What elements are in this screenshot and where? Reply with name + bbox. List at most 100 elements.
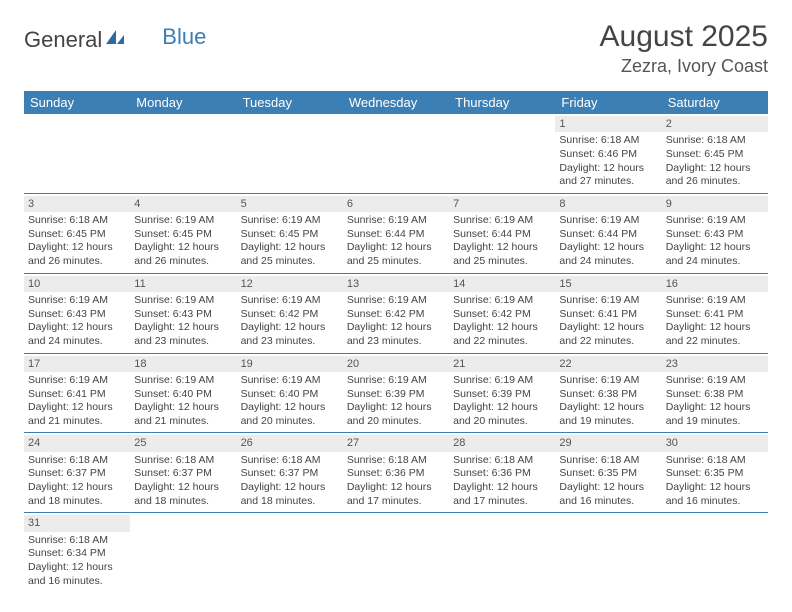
sunset-text: Sunset: 6:42 PM <box>453 308 551 322</box>
sunrise-text: Sunrise: 6:19 AM <box>666 294 764 308</box>
day-number: 21 <box>449 356 555 372</box>
sunrise-text: Sunrise: 6:18 AM <box>28 454 126 468</box>
sunset-text: Sunset: 6:37 PM <box>241 467 339 481</box>
sunset-text: Sunset: 6:46 PM <box>559 148 657 162</box>
day-number: 4 <box>130 196 236 212</box>
calendar-cell: 2Sunrise: 6:18 AMSunset: 6:45 PMDaylight… <box>662 114 768 193</box>
calendar-cell: 29Sunrise: 6:18 AMSunset: 6:35 PMDayligh… <box>555 433 661 513</box>
daylight-text: Daylight: 12 hours and 18 minutes. <box>28 481 126 508</box>
calendar-cell: 17Sunrise: 6:19 AMSunset: 6:41 PMDayligh… <box>24 353 130 433</box>
daylight-text: Daylight: 12 hours and 16 minutes. <box>28 561 126 588</box>
sunset-text: Sunset: 6:44 PM <box>347 228 445 242</box>
day-number: 24 <box>24 435 130 451</box>
calendar-cell: 14Sunrise: 6:19 AMSunset: 6:42 PMDayligh… <box>449 273 555 353</box>
weekday-header: Tuesday <box>237 91 343 114</box>
sunrise-text: Sunrise: 6:19 AM <box>134 294 232 308</box>
daylight-text: Daylight: 12 hours and 18 minutes. <box>134 481 232 508</box>
daylight-text: Daylight: 12 hours and 24 minutes. <box>666 241 764 268</box>
calendar-row: 3Sunrise: 6:18 AMSunset: 6:45 PMDaylight… <box>24 193 768 273</box>
sunrise-text: Sunrise: 6:19 AM <box>134 214 232 228</box>
calendar-cell: 1Sunrise: 6:18 AMSunset: 6:46 PMDaylight… <box>555 114 661 193</box>
sunrise-text: Sunrise: 6:19 AM <box>241 214 339 228</box>
sunrise-text: Sunrise: 6:18 AM <box>666 454 764 468</box>
sunset-text: Sunset: 6:42 PM <box>347 308 445 322</box>
daylight-text: Daylight: 12 hours and 24 minutes. <box>28 321 126 348</box>
sunset-text: Sunset: 6:37 PM <box>28 467 126 481</box>
weekday-header: Friday <box>555 91 661 114</box>
day-number: 26 <box>237 435 343 451</box>
daylight-text: Daylight: 12 hours and 26 minutes. <box>134 241 232 268</box>
calendar-cell: 22Sunrise: 6:19 AMSunset: 6:38 PMDayligh… <box>555 353 661 433</box>
sunset-text: Sunset: 6:39 PM <box>453 388 551 402</box>
sunset-text: Sunset: 6:43 PM <box>28 308 126 322</box>
calendar-cell <box>449 513 555 592</box>
calendar-cell: 13Sunrise: 6:19 AMSunset: 6:42 PMDayligh… <box>343 273 449 353</box>
calendar-cell: 30Sunrise: 6:18 AMSunset: 6:35 PMDayligh… <box>662 433 768 513</box>
day-number: 7 <box>449 196 555 212</box>
weekday-header: Sunday <box>24 91 130 114</box>
daylight-text: Daylight: 12 hours and 26 minutes. <box>666 162 764 189</box>
calendar-cell: 7 Sunrise: 6:19 AMSunset: 6:44 PMDaylight… <box>449 193 555 273</box>
calendar-cell: 19Sunrise: 6:19 AMSunset: 6:40 PMDayligh… <box>237 353 343 433</box>
daylight-text: Daylight: 12 hours and 24 minutes. <box>559 241 657 268</box>
daylight-text: Daylight: 12 hours and 22 minutes. <box>666 321 764 348</box>
calendar-cell: 9Sunrise: 6:19 AMSunset: 6:43 PMDaylight… <box>662 193 768 273</box>
sunrise-text: Sunrise: 6:18 AM <box>28 534 126 548</box>
day-number: 11 <box>130 276 236 292</box>
sunset-text: Sunset: 6:45 PM <box>666 148 764 162</box>
day-number <box>449 515 555 517</box>
calendar-cell: 26Sunrise: 6:18 AMSunset: 6:37 PMDayligh… <box>237 433 343 513</box>
daylight-text: Daylight: 12 hours and 22 minutes. <box>559 321 657 348</box>
weekday-header: Wednesday <box>343 91 449 114</box>
sunset-text: Sunset: 6:35 PM <box>559 467 657 481</box>
sunrise-text: Sunrise: 6:19 AM <box>453 374 551 388</box>
sunrise-text: Sunrise: 6:19 AM <box>347 294 445 308</box>
sunrise-text: Sunrise: 6:19 AM <box>559 374 657 388</box>
calendar-cell: 11Sunrise: 6:19 AMSunset: 6:43 PMDayligh… <box>130 273 236 353</box>
daylight-text: Daylight: 12 hours and 16 minutes. <box>559 481 657 508</box>
sunset-text: Sunset: 6:44 PM <box>453 228 551 242</box>
calendar-cell: 4Sunrise: 6:19 AMSunset: 6:45 PMDaylight… <box>130 193 236 273</box>
day-number <box>343 116 449 118</box>
calendar-row: 1Sunrise: 6:18 AMSunset: 6:46 PMDaylight… <box>24 114 768 193</box>
calendar-row: 10Sunrise: 6:19 AMSunset: 6:43 PMDayligh… <box>24 273 768 353</box>
day-number: 18 <box>130 356 236 372</box>
day-number <box>24 116 130 118</box>
sunset-text: Sunset: 6:44 PM <box>559 228 657 242</box>
daylight-text: Daylight: 12 hours and 25 minutes. <box>453 241 551 268</box>
calendar-cell <box>343 513 449 592</box>
day-number: 15 <box>555 276 661 292</box>
calendar-cell: 31Sunrise: 6:18 AMSunset: 6:34 PMDayligh… <box>24 513 130 592</box>
daylight-text: Daylight: 12 hours and 16 minutes. <box>666 481 764 508</box>
daylight-text: Daylight: 12 hours and 18 minutes. <box>241 481 339 508</box>
day-number: 1 <box>555 116 661 132</box>
calendar-cell: 21 Sunrise: 6:19 AMSunset: 6:39 PMDayligh… <box>449 353 555 433</box>
daylight-text: Daylight: 12 hours and 17 minutes. <box>347 481 445 508</box>
day-number: 8 <box>555 196 661 212</box>
day-number <box>237 515 343 517</box>
sunset-text: Sunset: 6:35 PM <box>666 467 764 481</box>
page-title: August 2025 <box>600 20 768 54</box>
calendar-cell <box>237 114 343 193</box>
daylight-text: Daylight: 12 hours and 20 minutes. <box>241 401 339 428</box>
sunrise-text: Sunrise: 6:18 AM <box>28 214 126 228</box>
day-number <box>343 515 449 517</box>
daylight-text: Daylight: 12 hours and 20 minutes. <box>453 401 551 428</box>
sunrise-text: Sunrise: 6:19 AM <box>347 214 445 228</box>
daylight-text: Daylight: 12 hours and 25 minutes. <box>347 241 445 268</box>
day-number: 25 <box>130 435 236 451</box>
sunrise-text: Sunrise: 6:19 AM <box>28 294 126 308</box>
day-number: 12 <box>237 276 343 292</box>
day-number: 17 <box>24 356 130 372</box>
sunrise-text: Sunrise: 6:19 AM <box>453 214 551 228</box>
daylight-text: Daylight: 12 hours and 23 minutes. <box>241 321 339 348</box>
sunset-text: Sunset: 6:43 PM <box>134 308 232 322</box>
calendar-cell: 23Sunrise: 6:19 AMSunset: 6:38 PMDayligh… <box>662 353 768 433</box>
day-number: 27 <box>343 435 449 451</box>
daylight-text: Daylight: 12 hours and 17 minutes. <box>453 481 551 508</box>
day-number: 10 <box>24 276 130 292</box>
sail-icon <box>104 26 126 52</box>
calendar-row: 24Sunrise: 6:18 AMSunset: 6:37 PMDayligh… <box>24 433 768 513</box>
daylight-text: Daylight: 12 hours and 22 minutes. <box>453 321 551 348</box>
sunrise-text: Sunrise: 6:19 AM <box>241 374 339 388</box>
